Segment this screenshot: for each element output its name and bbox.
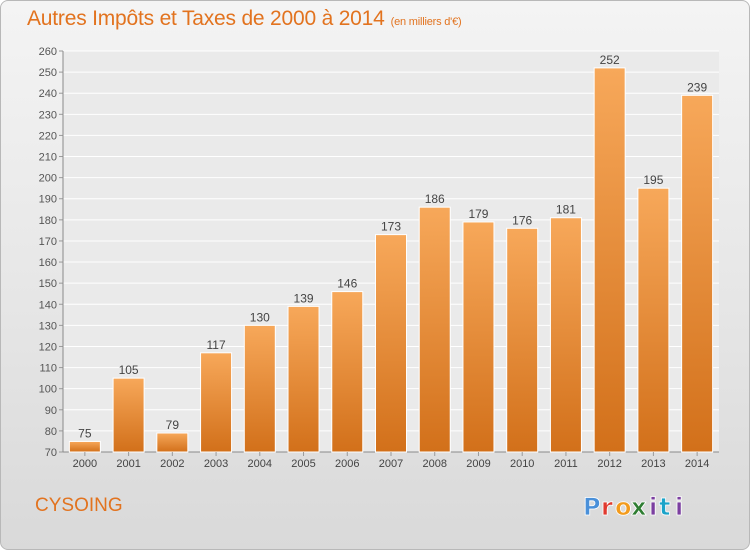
bar xyxy=(68,440,101,453)
logo-letter: o xyxy=(615,493,632,521)
logo-letter: P xyxy=(583,493,601,521)
x-tick-label: 2010 xyxy=(510,458,534,470)
bar-value-label: 252 xyxy=(600,53,620,67)
bar-value-label: 179 xyxy=(468,207,488,221)
x-tick-label: 2012 xyxy=(597,458,621,470)
commune-name: CYSOING xyxy=(35,495,123,516)
bar xyxy=(637,187,670,453)
x-tick-label: 2007 xyxy=(379,458,403,470)
x-tick-label: 2004 xyxy=(248,458,272,470)
bar-value-label: 146 xyxy=(337,277,357,291)
y-tick-label: 220 xyxy=(39,130,57,142)
bar xyxy=(681,94,714,453)
bar xyxy=(331,291,364,453)
y-tick-label: 200 xyxy=(39,173,57,185)
bar xyxy=(200,352,233,453)
y-tick-label: 130 xyxy=(39,320,57,332)
bar-value-label: 75 xyxy=(78,426,92,440)
bar xyxy=(287,305,320,453)
x-tick-label: 2002 xyxy=(160,458,184,470)
bar-value-label: 79 xyxy=(166,418,180,432)
bar-value-label: 130 xyxy=(250,310,270,324)
chart-subtitle: (en milliers d'€) xyxy=(390,16,462,28)
logo-letter: i xyxy=(649,493,657,521)
chart-title-text: Autres Impôts et Taxes de 2000 à 2014 xyxy=(27,7,385,30)
y-tick-label: 70 xyxy=(45,447,57,459)
y-tick-label: 160 xyxy=(39,257,57,269)
bar-value-label: 117 xyxy=(206,338,225,352)
y-tick-label: 260 xyxy=(39,46,57,58)
bar xyxy=(243,324,276,453)
y-tick-label: 80 xyxy=(45,426,57,438)
x-tick-label: 2011 xyxy=(554,458,578,470)
bar xyxy=(462,221,495,453)
x-tick-label: 2009 xyxy=(466,458,490,470)
x-tick-label: 2003 xyxy=(204,458,228,470)
bar xyxy=(112,377,145,453)
y-tick-label: 250 xyxy=(39,67,57,79)
x-tick-label: 2005 xyxy=(291,458,315,470)
x-tick-label: 2014 xyxy=(685,458,709,470)
bar-value-label: 105 xyxy=(119,363,139,377)
bar xyxy=(506,227,539,453)
x-tick-label: 2013 xyxy=(641,458,665,470)
x-tick-label: 2008 xyxy=(422,458,446,470)
y-tick-label: 170 xyxy=(39,236,57,248)
bar-value-label: 173 xyxy=(381,220,401,234)
bar-value-label: 139 xyxy=(294,291,314,305)
y-tick-label: 100 xyxy=(39,384,57,396)
bar-value-label: 176 xyxy=(512,213,532,227)
x-tick-label: 2000 xyxy=(73,458,97,470)
y-tick-label: 210 xyxy=(39,152,57,164)
bar xyxy=(418,206,451,453)
y-tick-label: 140 xyxy=(39,299,57,311)
y-tick-label: 110 xyxy=(39,363,57,375)
y-tick-label: 180 xyxy=(39,215,57,227)
logo-letter: r xyxy=(601,493,613,521)
y-tick-label: 190 xyxy=(39,194,57,206)
y-tick-label: 230 xyxy=(39,109,57,121)
bar-value-label: 181 xyxy=(556,203,576,217)
bar xyxy=(593,67,626,453)
x-tick-label: 2001 xyxy=(116,458,140,470)
bar-value-label: 239 xyxy=(687,80,707,94)
y-tick-label: 240 xyxy=(39,88,57,100)
x-tick-label: 2006 xyxy=(335,458,359,470)
logo-letter: t xyxy=(659,493,670,521)
logo-letter: i xyxy=(675,493,683,521)
bar-value-label: 195 xyxy=(643,173,663,187)
chart-title: Autres Impôts et Taxes de 2000 à 2014 (en… xyxy=(27,7,462,31)
bar xyxy=(375,234,407,453)
bar xyxy=(549,217,582,453)
bar xyxy=(156,432,189,453)
y-tick-label: 90 xyxy=(45,405,57,417)
logo-letter: x xyxy=(631,493,647,521)
y-tick-label: 120 xyxy=(39,341,57,353)
bar-value-label: 186 xyxy=(425,192,445,206)
y-tick-label: 150 xyxy=(39,278,57,290)
